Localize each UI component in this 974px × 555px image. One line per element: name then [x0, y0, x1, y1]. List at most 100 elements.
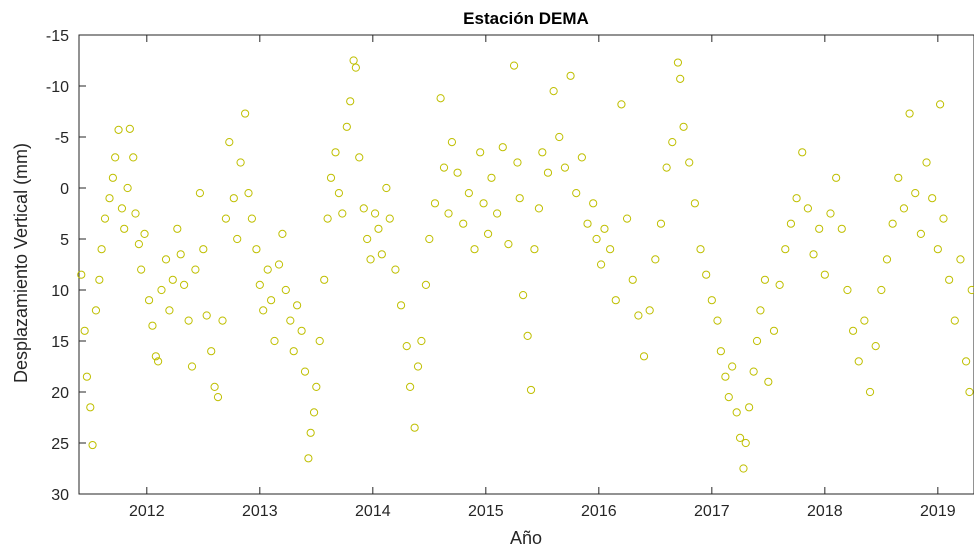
y-tick-label: 15 — [51, 334, 69, 351]
data-point — [803, 204, 812, 213]
data-point — [370, 209, 380, 218]
data-point — [151, 352, 160, 361]
data-point — [207, 347, 216, 356]
data-point — [645, 306, 654, 315]
data-point — [745, 403, 754, 412]
data-point — [195, 189, 205, 198]
y-tick-label: -10 — [46, 79, 69, 96]
data-point — [402, 342, 411, 351]
data-point — [961, 357, 971, 366]
data-point — [933, 245, 942, 254]
data-point — [95, 275, 104, 284]
data-point — [97, 245, 106, 254]
data-point — [526, 385, 536, 395]
data-point — [769, 326, 779, 335]
data-point — [713, 316, 722, 325]
data-point — [225, 138, 234, 147]
data-point — [707, 296, 716, 305]
data-point — [123, 183, 132, 193]
data-point — [716, 347, 725, 356]
data-point — [549, 87, 558, 96]
data-point — [775, 280, 784, 289]
data-point — [685, 158, 694, 167]
data-point — [928, 194, 937, 203]
data-point — [144, 296, 154, 305]
data-point — [860, 316, 869, 325]
data-point — [509, 61, 519, 70]
data-point — [676, 74, 685, 83]
data-point — [218, 316, 227, 325]
data-point — [965, 387, 974, 397]
data-point — [487, 173, 496, 182]
data-point — [739, 464, 748, 473]
data-point — [342, 122, 351, 131]
data-point — [297, 326, 306, 335]
data-point — [483, 229, 493, 238]
data-point — [396, 301, 406, 310]
data-point — [406, 382, 415, 391]
x-tick-label: 2016 — [581, 503, 617, 520]
data-point — [606, 245, 615, 254]
data-point — [267, 296, 276, 305]
data-point — [447, 138, 457, 147]
data-point — [560, 163, 570, 172]
data-point — [86, 403, 95, 412]
x-tick-label: 2014 — [355, 503, 391, 520]
plot-frame — [78, 34, 974, 495]
data-point — [865, 387, 875, 397]
data-point — [479, 199, 488, 208]
data-point — [179, 280, 189, 289]
data-point — [752, 336, 762, 346]
data-point — [82, 372, 92, 381]
data-point — [202, 311, 211, 320]
data-point — [359, 204, 368, 213]
data-point — [756, 306, 765, 315]
y-tick-label: 10 — [51, 283, 69, 300]
data-point — [538, 148, 547, 157]
data-point — [374, 224, 383, 233]
x-tick-label: 2018 — [807, 503, 843, 520]
data-point — [679, 122, 688, 131]
data-point — [349, 56, 358, 65]
data-point — [832, 173, 841, 182]
data-point — [410, 423, 419, 432]
data-point — [877, 285, 886, 295]
y-tick-label: 0 — [60, 181, 69, 198]
data-point — [596, 260, 606, 269]
data-point — [326, 173, 336, 182]
data-point — [157, 285, 166, 295]
data-point — [289, 347, 298, 356]
data-point — [888, 219, 897, 228]
data-point — [300, 367, 310, 376]
data-point — [504, 240, 513, 249]
data-point — [673, 58, 683, 67]
data-point — [105, 194, 114, 203]
data-point — [922, 158, 931, 167]
data-point — [760, 275, 770, 284]
data-point — [120, 224, 129, 233]
data-point — [304, 454, 313, 463]
data-point — [108, 173, 118, 182]
data-point — [950, 316, 959, 325]
data-point — [786, 219, 796, 228]
x-tick-label: 2012 — [129, 503, 165, 520]
data-point — [967, 285, 974, 295]
data-point — [154, 357, 163, 366]
data-point — [871, 342, 880, 351]
data-point — [916, 229, 925, 238]
data-point — [583, 219, 592, 228]
data-point — [385, 214, 394, 223]
data-point — [377, 250, 386, 259]
data-point — [286, 316, 295, 325]
data-point — [724, 393, 733, 402]
data-point — [176, 250, 185, 259]
data-point — [91, 306, 101, 315]
data-point — [617, 100, 626, 109]
data-point — [939, 214, 948, 223]
y-tick-label: -15 — [46, 28, 69, 45]
data-point — [572, 189, 581, 198]
data-point — [263, 265, 272, 274]
data-point — [911, 189, 920, 198]
data-point — [148, 321, 157, 330]
data-point — [696, 245, 705, 254]
